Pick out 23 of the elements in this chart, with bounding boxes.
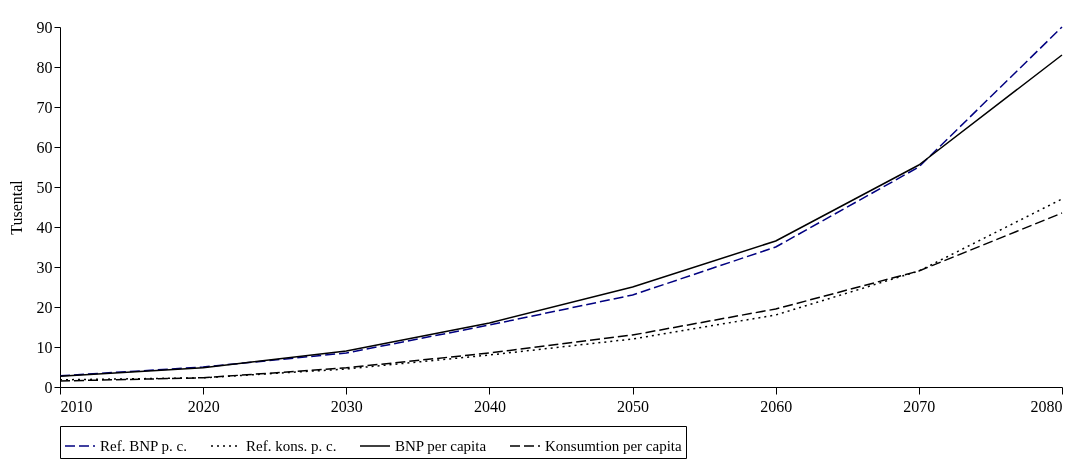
legend-label: Ref. kons. p. c. — [246, 438, 337, 454]
y-tick-label: 20 — [36, 298, 53, 316]
y-tick-label: 10 — [36, 338, 53, 356]
y-tick-label: 50 — [36, 178, 53, 196]
y-tick-label: 40 — [36, 218, 53, 236]
y-tick-label: 90 — [36, 18, 53, 36]
x-tick-label: 2030 — [330, 397, 363, 415]
legend-label: BNP per capita — [395, 438, 487, 454]
y-axis-title: Tusental — [7, 179, 25, 235]
legend-label: Ref. BNP p. c. — [100, 438, 187, 454]
x-tick-label: 2070 — [903, 397, 936, 415]
y-tick-label: 60 — [36, 138, 53, 156]
x-tick-label: 2050 — [617, 397, 650, 415]
y-tick-label: 0 — [44, 378, 53, 396]
x-tick-label: 2010 — [60, 397, 93, 415]
legend-label: Konsumtion per capita — [545, 438, 682, 454]
y-tick-label: 80 — [36, 58, 53, 76]
y-tick-label: 30 — [36, 258, 53, 276]
x-tick-label: 2080 — [1030, 397, 1063, 415]
y-tick-label: 70 — [36, 98, 53, 116]
x-tick-label: 2020 — [187, 397, 220, 415]
x-tick-label: 2060 — [760, 397, 793, 415]
x-tick-label: 2040 — [473, 397, 506, 415]
